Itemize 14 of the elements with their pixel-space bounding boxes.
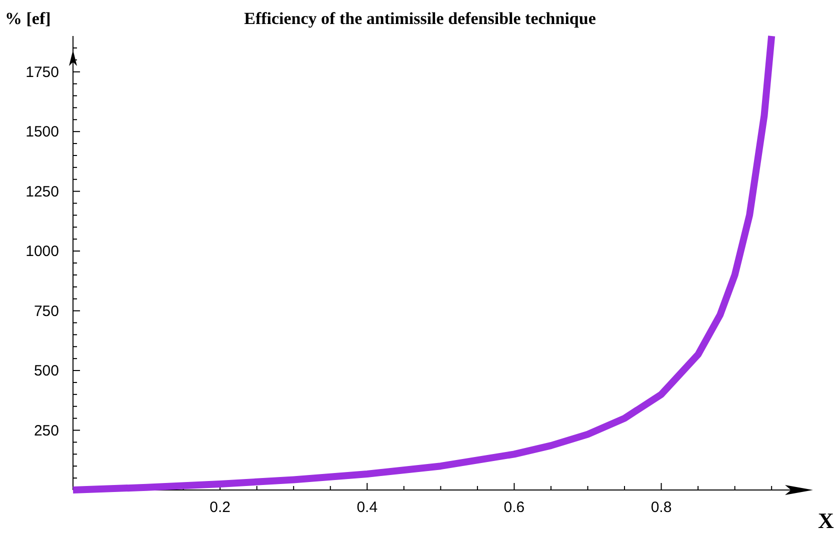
x-axis-title: X: [818, 508, 834, 533]
y-tick-label: 1750: [26, 64, 59, 81]
x-tick-label: 0.4: [356, 499, 378, 516]
y-tick-label: 1000: [26, 243, 59, 260]
y-tick-label: 1250: [26, 183, 59, 200]
y-tick-label: 750: [34, 302, 59, 320]
y-axis-title: % [ef]: [5, 9, 51, 28]
chart-title: Efficiency of the antimissile defensible technique: [244, 9, 596, 28]
y-tick-label: 500: [34, 362, 59, 380]
y-tick-label: 1500: [26, 124, 59, 141]
x-tick-label: 0.8: [650, 499, 672, 516]
x-tick-label: 0.2: [210, 499, 230, 516]
x-tick-label: 0.6: [504, 499, 525, 516]
y-tick-label: 250: [34, 422, 59, 440]
